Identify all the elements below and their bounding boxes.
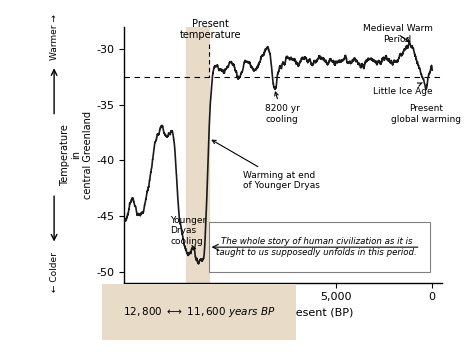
Text: YD: YD: [190, 283, 209, 296]
Text: Younger
Dryas
cooling: Younger Dryas cooling: [170, 216, 207, 249]
Text: Present
temperature: Present temperature: [180, 19, 241, 40]
Text: Present
global warming: Present global warming: [392, 104, 461, 124]
Text: 8200 yr
cooling: 8200 yr cooling: [264, 92, 300, 124]
X-axis label: Years Before Present (BP): Years Before Present (BP): [212, 308, 354, 318]
Text: Little Ice Age: Little Ice Age: [374, 83, 433, 96]
Text: Warming at end
of Younger Dryas: Warming at end of Younger Dryas: [212, 140, 320, 190]
Text: ← Colder: ← Colder: [50, 252, 59, 292]
Text: $\mathit{12,800}$ $\longleftrightarrow$ $\mathit{11,600}$ $\mathit{years\ BP}$: $\mathit{12,800}$ $\longleftrightarrow$ …: [123, 305, 275, 319]
Text: Warmer →: Warmer →: [50, 14, 59, 60]
Text: Temperature
in
central Greenland: Temperature in central Greenland: [60, 111, 93, 199]
Text: The whole story of human civilization as it is
taught to us supposedly unfolds i: The whole story of human civilization as…: [216, 238, 417, 257]
Text: Medieval Warm
Period: Medieval Warm Period: [363, 24, 432, 44]
FancyBboxPatch shape: [209, 222, 430, 271]
Bar: [186, 27, 209, 283]
